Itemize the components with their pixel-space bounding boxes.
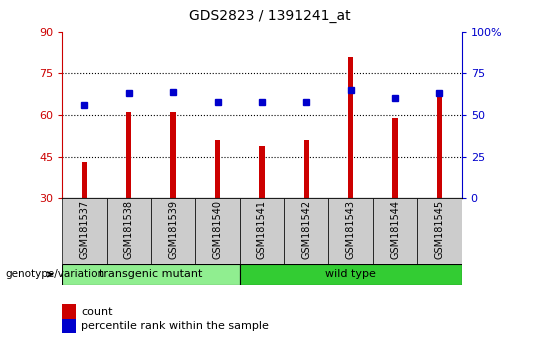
Bar [437,96,442,198]
Bar [126,112,131,198]
Bar [195,198,240,264]
Text: GSM181542: GSM181542 [301,200,311,259]
Bar [240,264,462,285]
Text: genotype/variation: genotype/variation [5,269,105,279]
Text: GSM181543: GSM181543 [346,200,356,259]
Text: GSM181540: GSM181540 [213,200,222,259]
Bar [259,145,265,198]
Text: GSM181539: GSM181539 [168,200,178,259]
Bar [151,198,195,264]
Text: GSM181545: GSM181545 [435,200,444,259]
Text: percentile rank within the sample: percentile rank within the sample [81,321,269,331]
Bar [303,140,309,198]
Bar [348,57,353,198]
Text: GSM181541: GSM181541 [257,200,267,259]
Bar [393,118,398,198]
Bar [284,198,328,264]
Bar [215,140,220,198]
Text: GSM181544: GSM181544 [390,200,400,259]
Text: wild type: wild type [325,269,376,279]
Bar [417,198,462,264]
Text: GDS2823 / 1391241_at: GDS2823 / 1391241_at [189,9,351,23]
Text: transgenic mutant: transgenic mutant [99,269,202,279]
Text: GSM181537: GSM181537 [79,200,89,259]
Bar [62,264,240,285]
Bar [373,198,417,264]
Bar [106,198,151,264]
Text: count: count [81,307,112,316]
Bar [62,198,106,264]
Bar [240,198,284,264]
Bar [82,162,87,198]
Bar [328,198,373,264]
Text: GSM181538: GSM181538 [124,200,134,259]
Bar [171,112,176,198]
